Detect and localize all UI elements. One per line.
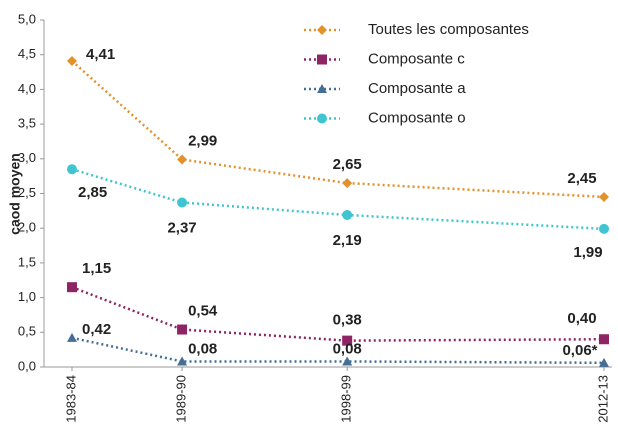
data-label: 0,54 — [188, 302, 218, 319]
y-tick-label: 0,5 — [18, 324, 36, 339]
marker — [599, 191, 609, 202]
data-label: 0,08 — [188, 340, 217, 357]
marker — [342, 356, 353, 366]
legend-label: Composante a — [368, 80, 466, 97]
marker — [67, 282, 77, 293]
data-label: 1,99 — [573, 244, 602, 261]
y-tick-label: 4,0 — [18, 81, 36, 96]
legend-label: Composante c — [368, 50, 465, 67]
data-label: 0,38 — [333, 312, 362, 329]
data-label: 2,37 — [167, 219, 196, 236]
x-tick-label: 1989-90 — [174, 375, 189, 423]
y-tick-label: 0,0 — [18, 358, 36, 373]
marker — [67, 332, 77, 342]
marker — [342, 210, 353, 221]
marker — [317, 25, 327, 35]
data-label: 2,65 — [333, 156, 362, 173]
x-tick-label: 1998-99 — [339, 375, 354, 423]
marker — [67, 55, 77, 66]
marker — [177, 356, 188, 366]
data-label: 2,99 — [188, 132, 217, 149]
data-label: 0,40 — [567, 310, 596, 327]
data-label: 0,08 — [333, 340, 362, 357]
series-line — [71, 286, 605, 342]
y-tick-label: 3,5 — [18, 116, 36, 131]
data-label: 2,19 — [333, 232, 362, 249]
y-tick-label: 1,0 — [18, 289, 36, 304]
y-axis-label: caod moyen — [7, 153, 23, 235]
marker — [599, 357, 609, 367]
marker — [177, 324, 188, 335]
series: 0,42 0,08 0,08 0,06* — [67, 321, 609, 367]
marker — [317, 113, 327, 124]
y-tick-label: 3,0 — [18, 150, 36, 165]
data-label: 2,85 — [78, 184, 107, 201]
series-line — [71, 168, 605, 231]
x-tick-label: 1983-84 — [63, 375, 78, 423]
series-line — [71, 336, 605, 365]
y-tick-label: 4,5 — [18, 46, 36, 61]
marker — [67, 164, 77, 175]
data-label: 0,42 — [82, 321, 111, 338]
legend-label: Toutes les composantes — [368, 21, 529, 38]
data-label: 0,06* — [562, 342, 597, 359]
series: 1,15 0,54 0,38 0,40 — [67, 260, 609, 346]
marker — [599, 334, 609, 345]
y-tick-label: 5,0 — [18, 11, 36, 26]
y-tick-label: 2,0 — [18, 220, 36, 235]
legend-label: Composante o — [368, 109, 466, 126]
marker — [342, 335, 353, 346]
marker — [177, 154, 188, 165]
series-line — [71, 60, 605, 199]
marker — [342, 178, 353, 189]
x-tick-label: 2012-13 — [595, 375, 610, 423]
y-tick-label: 2,5 — [18, 185, 36, 200]
data-label: 4,41 — [86, 46, 115, 63]
marker — [599, 223, 609, 234]
marker — [317, 54, 327, 65]
series: 4,41 2,99 2,65 2,45 — [67, 46, 609, 202]
y-tick-label: 1,5 — [18, 254, 36, 269]
data-label: 2,45 — [567, 170, 596, 187]
marker — [177, 197, 188, 208]
data-label: 1,15 — [82, 260, 111, 277]
marker — [317, 84, 327, 93]
series: 2,85 2,37 2,19 1,99 — [67, 164, 609, 261]
